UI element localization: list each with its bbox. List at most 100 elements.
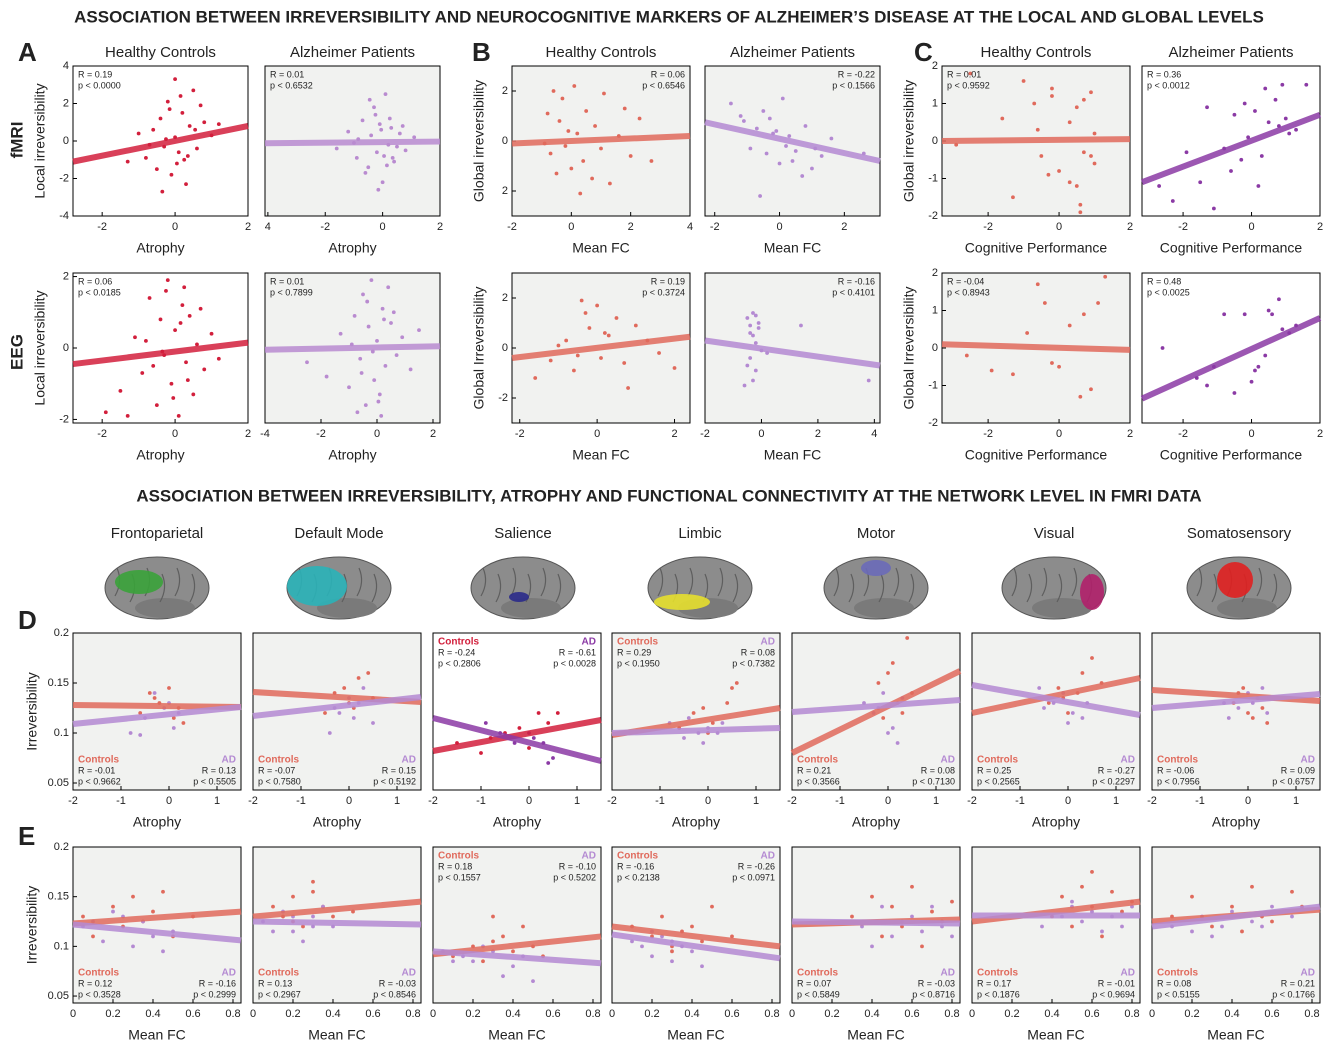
data-point [1066,721,1070,725]
data-point [701,706,705,710]
data-point [1239,158,1243,162]
data-point [1210,935,1214,939]
data-point [537,711,541,715]
stat-text: p < 0.3528 [78,989,121,999]
data-point [564,339,568,343]
x-tick-label: 0 [1245,795,1251,807]
x-tick-label: 0 [172,221,178,233]
data-point [1263,87,1267,91]
data-point [608,182,612,186]
stat-text: p < 0.2565 [977,776,1020,786]
data-point [603,331,607,335]
data-point [361,118,365,122]
x-tick-label: -2 [97,221,107,233]
data-point [404,148,408,152]
data-point [1261,686,1265,690]
data-point [757,321,761,325]
data-point [754,369,758,373]
panel-title: Alzheimer Patients [1168,44,1293,61]
x-tick-label: -2 [700,428,710,440]
data-point [137,132,141,136]
x-tick-label: 0 [776,221,782,233]
data-point [990,369,994,373]
data-point [388,117,392,121]
data-point [593,124,597,128]
data-point [1284,117,1288,121]
stat-text: R = 0.48 [1147,276,1181,286]
x-tick-label: 0.6 [545,1008,560,1020]
network-name: Visual [1034,525,1075,542]
data-point [881,716,885,720]
y-tick-label: 0.05 [48,990,69,1002]
y-tick-label: 2 [932,267,938,279]
data-point [501,974,505,978]
data-point [392,160,396,164]
panel: -4-202AtrophyR = 0.01p < 0.7899 [260,273,440,463]
panel: 00.20.40.60.8Mean FCControlsR = -0.16p <… [609,847,780,1043]
data-point [1082,98,1086,102]
data-point [670,949,674,953]
y-tick-label: 0.1 [54,940,69,952]
x-tick-label: -1 [1015,795,1025,807]
data-point [1039,154,1043,158]
data-point [700,964,704,968]
x-tick-label: 0 [789,1008,795,1020]
stat-text: p < 0.5155 [1157,989,1200,999]
data-point [479,751,483,755]
y-tick-label: 0 [932,342,938,354]
data-point [754,314,758,318]
data-point [179,321,183,325]
data-point [1198,180,1202,184]
data-point [552,89,556,93]
data-point [701,741,705,745]
data-point [151,128,155,132]
stat-text: p < 0.8546 [373,989,416,999]
data-point [172,726,176,730]
data-point [910,915,914,919]
data-point [1237,706,1241,710]
stat-text: p < 0.2297 [1092,776,1135,786]
x-tick-label: 0.6 [185,1008,200,1020]
panel: 00.20.40.60.8Mean FCControlsR = 0.18p < … [430,847,601,1043]
x-tick-label: 0.6 [1264,1008,1279,1020]
data-point [161,890,165,894]
panel-title: Alzheimer Patients [290,44,415,61]
data-point [640,944,644,948]
panel: -202-2-1012Cognitive PerformanceGlobal I… [901,267,1133,463]
data-point [311,880,315,884]
x-tick-label: -2 [320,221,330,233]
data-point [564,144,568,148]
x-tick-label: 4 [687,221,693,233]
data-point [1205,105,1209,109]
stat-text: R = -0.03 [379,978,416,988]
row-label: EEG [7,334,26,370]
data-point [622,361,626,365]
stat-text: p < 0.2138 [617,872,660,882]
data-point [584,311,588,315]
x-tick-label: 0.6 [365,1008,380,1020]
data-point [765,152,769,156]
x-tick-label: 0.4 [684,1008,699,1020]
data-point [175,162,179,166]
data-point [346,130,350,134]
stat-text: R = 0.21 [1281,978,1315,988]
data-point [877,681,881,685]
x-axis-label: Atrophy [313,814,361,830]
data-point [193,128,197,132]
data-point [774,129,778,133]
series-name: AD [1301,755,1315,766]
x-tick-label: 0.2 [465,1008,480,1020]
series-name: AD [402,968,416,979]
data-point [1190,930,1194,934]
stat-text: p < 0.5505 [193,776,236,786]
data-point [1080,885,1084,889]
data-point [810,167,814,171]
panel: 4-202Alzheimer PatientsAtrophyR = 0.01p … [265,44,443,256]
stat-text: R = 0.18 [438,861,472,871]
x-tick-label: 0 [1248,428,1254,440]
x-tick-label: 0 [1065,795,1071,807]
data-point [381,180,385,184]
y-axis-label: Irreversibility [24,672,40,751]
x-axis-label: Cognitive Performance [1160,447,1303,463]
data-point [1080,920,1084,924]
